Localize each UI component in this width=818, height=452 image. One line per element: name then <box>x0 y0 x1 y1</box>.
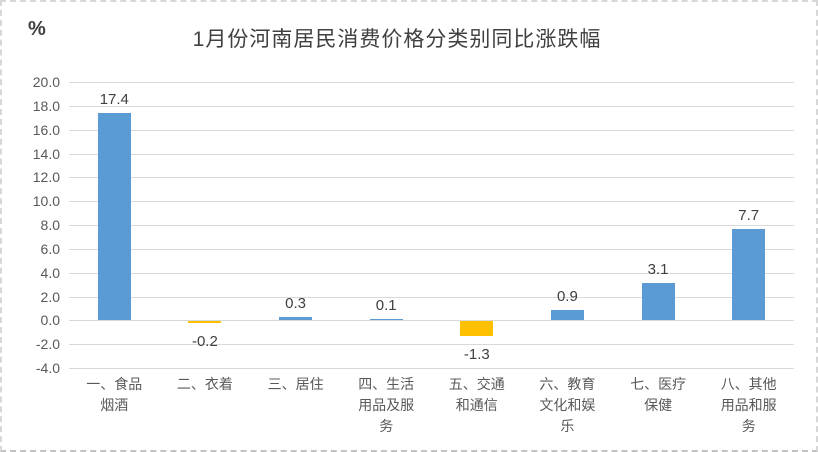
x-axis-category-label: 六、教育 文化和娱 乐 <box>539 376 596 434</box>
bar-data-label: 0.1 <box>375 297 397 315</box>
bar <box>732 228 766 321</box>
gridline <box>69 272 794 274</box>
x-axis-category-label: 八、其他 用品和服 务 <box>720 376 777 434</box>
y-axis-tick-label: 14.0 <box>32 145 60 162</box>
bar-data-label: -0.2 <box>191 332 218 350</box>
gridline <box>69 248 794 250</box>
y-axis-tick-label: 0.0 <box>40 312 60 329</box>
y-axis-tick-label: 16.0 <box>32 121 60 138</box>
gridline <box>69 105 794 107</box>
gridline <box>69 177 794 179</box>
bar-data-label: 3.1 <box>647 261 669 279</box>
gridline <box>69 129 794 131</box>
chart-title: 1月份河南居民消费价格分类别同比涨跌幅 <box>192 28 602 51</box>
gridline <box>69 153 794 155</box>
y-axis-tick-label: 10.0 <box>32 193 60 210</box>
gridline <box>69 344 794 346</box>
bar <box>97 113 131 321</box>
x-axis-category-label: 二、衣着 <box>176 376 233 392</box>
bar <box>641 283 675 321</box>
x-axis-category-label: 五、交通 和通信 <box>448 376 505 413</box>
gridline <box>69 296 794 298</box>
bar <box>188 320 222 324</box>
y-axis-tick-label: 12.0 <box>32 169 60 186</box>
y-axis-tick-label: -4.0 <box>35 360 60 376</box>
gridline <box>69 320 794 322</box>
bar <box>550 309 584 321</box>
bar-data-label: 0.9 <box>556 287 578 305</box>
bar <box>460 320 494 337</box>
y-axis-tick-label: 20.0 <box>32 74 60 90</box>
bar-data-label: 17.4 <box>99 91 129 108</box>
bar-data-label: 0.3 <box>285 294 307 312</box>
y-axis-tick-label: 8.0 <box>40 217 60 233</box>
x-axis-category-label: 四、生活 用品及服 务 <box>358 376 415 434</box>
y-axis-tick-label: 18.0 <box>32 97 60 114</box>
x-axis-category-label: 七、医疗 保健 <box>630 376 687 413</box>
bar <box>369 319 403 321</box>
y-axis-tick-label: -2.0 <box>35 336 60 353</box>
gridline <box>69 82 794 83</box>
y-axis-tick-label: 2.0 <box>40 288 60 305</box>
y-axis-unit-label: % <box>28 18 46 40</box>
gridline <box>69 368 794 369</box>
bar-data-label: -1.3 <box>463 345 490 363</box>
gridline <box>69 201 794 203</box>
gridline <box>69 225 794 226</box>
x-axis-category-label: 一、食品 烟酒 <box>86 376 143 413</box>
bar <box>279 316 313 321</box>
x-axis-category-label: 三、居住 <box>267 376 324 392</box>
bar-data-label: 7.7 <box>738 206 760 224</box>
y-axis-tick-label: 4.0 <box>40 264 60 281</box>
y-axis-tick-label: 6.0 <box>40 240 60 257</box>
